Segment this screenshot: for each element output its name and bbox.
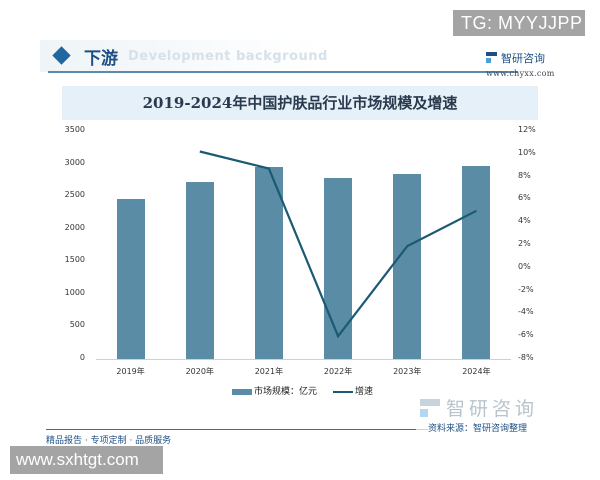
- x-tick-label: 2022年: [323, 367, 353, 376]
- bar: [462, 166, 491, 359]
- x-tick-label: 2023年: [393, 367, 422, 376]
- watermark-mark-icon: [420, 398, 440, 417]
- bar: [185, 182, 214, 359]
- y-right-tick-label: 10%: [518, 147, 536, 157]
- y-right-tick-label: 12%: [518, 125, 536, 134]
- y-right-tick-label: 8%: [518, 170, 531, 180]
- watermark-logo: 智研咨询: [420, 394, 538, 421]
- brand-mark-icon: [486, 52, 497, 63]
- footer-slogan: 精品报告 · 专项定制 · 品质服务: [46, 436, 172, 446]
- section-title: 下游: [84, 49, 118, 69]
- growth-line: [199, 150, 477, 339]
- y-right-tick-label: -6%: [518, 330, 534, 340]
- y-left-tick-label: 2000: [64, 222, 85, 232]
- y-right-tick-label: -8%: [518, 353, 534, 362]
- header-background: [40, 40, 320, 72]
- bar: [116, 199, 145, 359]
- y-right-tick-label: -2%: [518, 284, 534, 294]
- x-tick-label: 2021年: [254, 367, 284, 376]
- legend-bar-swatch: [232, 388, 252, 395]
- x-axis-line: [96, 359, 511, 360]
- brand-logo: 智研咨询 www.chyxx.com: [486, 47, 586, 78]
- y-left-tick-label: 0: [79, 353, 85, 362]
- chart-title: 2019-2024年中国护肤品行业市场规模及增速: [142, 94, 458, 112]
- x-tick-label: 2019年: [116, 367, 145, 376]
- brand-url: www.chyxx.com: [486, 69, 555, 78]
- y-left-tick-label: 1000: [64, 287, 85, 297]
- x-tick-label: 2024年: [462, 367, 491, 376]
- growth-line-series: [199, 150, 477, 339]
- legend-line-swatch: [333, 390, 354, 393]
- legend-line-label: 增速: [355, 387, 374, 397]
- y-right-tick-label: 6%: [518, 193, 531, 203]
- y-right-tick-label: -4%: [518, 307, 534, 317]
- y-right-tick-label: 2%: [518, 239, 531, 248]
- tg-watermark-badge: TG: MYYJJPP: [453, 10, 585, 36]
- header-subtitle-en: Development background: [128, 49, 328, 64]
- y-right-tick-label: 0%: [518, 261, 531, 271]
- y-left-tick-label: 500: [69, 320, 85, 330]
- x-tick-label: 2020年: [185, 367, 214, 376]
- footer-divider-tail: [416, 429, 428, 430]
- bar: [393, 174, 422, 359]
- y-left-tick-label: 2500: [64, 190, 85, 200]
- header-divider: [48, 71, 518, 73]
- chart-title-banner: 2019-2024年中国护肤品行业市场规模及增速: [62, 86, 538, 120]
- section-header: Development background 下游: [40, 40, 560, 73]
- combo-chart: 0 500 1000 1500 2000 2500 3000 3500 -8% -6% -4% -2…: [0, 120, 600, 400]
- watermark-text: 智研咨询: [446, 398, 539, 420]
- bar: [324, 178, 353, 359]
- brand-name: 智研咨询: [501, 51, 545, 65]
- y-left-tick-label: 3000: [64, 157, 85, 167]
- legend-bar-label: 市场规模：亿元: [254, 387, 318, 397]
- y-right-tick-label: 4%: [518, 216, 531, 226]
- y-left-tick-label: 1500: [64, 255, 85, 265]
- bar: [254, 167, 283, 359]
- site-watermark-badge: www.sxhtgt.com: [10, 446, 163, 474]
- data-source: 资料来源：智研咨询整理: [428, 424, 528, 434]
- y-left-tick-label: 3500: [64, 125, 85, 134]
- footer-divider: [46, 429, 416, 430]
- chart-legend: 市场规模：亿元 增速: [232, 384, 373, 397]
